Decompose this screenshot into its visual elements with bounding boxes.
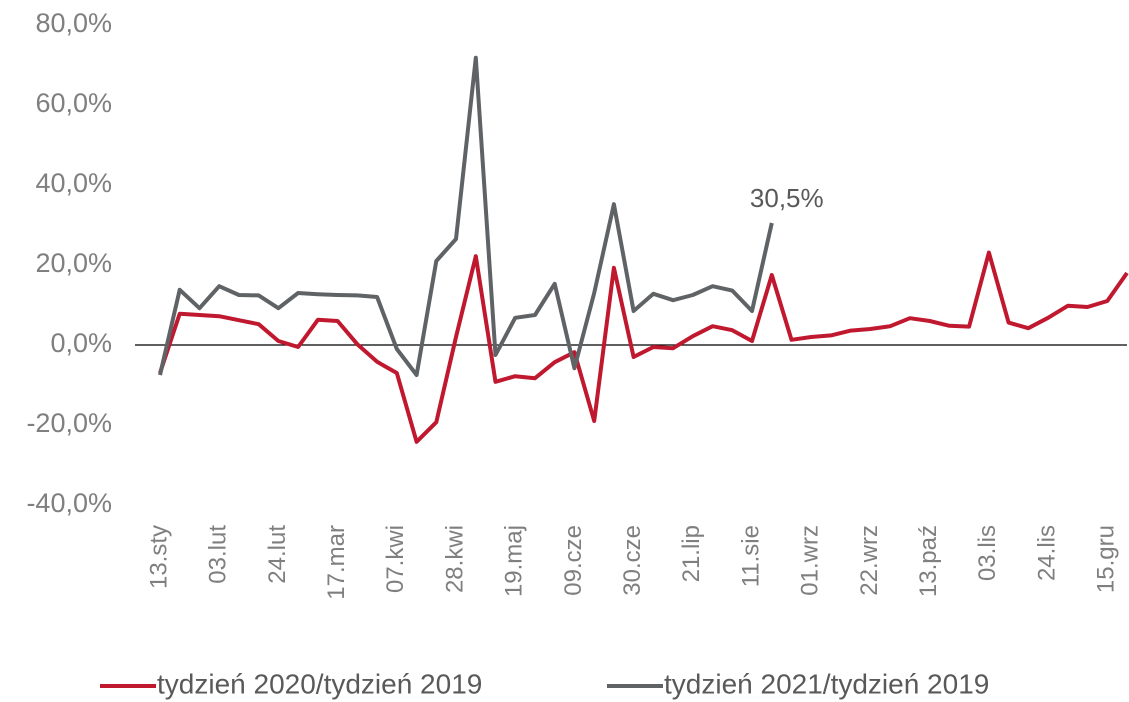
data-label: 30,5% xyxy=(750,183,824,213)
y-tick-label: 60,0% xyxy=(35,88,112,118)
x-tick-label: 28.kwi xyxy=(441,525,468,593)
x-tick-label: 24.lut xyxy=(264,525,291,584)
series-line xyxy=(158,55,774,377)
y-tick-label: 0,0% xyxy=(50,328,112,358)
y-tick-label: -40,0% xyxy=(26,488,112,518)
legend-label: tydzień 2020/tydzień 2019 xyxy=(157,668,482,699)
x-tick-label: 03.lis xyxy=(974,525,1001,581)
y-tick-label: 80,0% xyxy=(35,8,112,38)
series-line xyxy=(158,250,1129,444)
x-tick-label: 13.paź xyxy=(915,525,942,597)
legend-label: tydzień 2021/tydzień 2019 xyxy=(664,668,989,699)
x-tick-label: 15.gru xyxy=(1093,525,1120,593)
y-tick-label: 20,0% xyxy=(35,248,112,278)
x-tick-label: 11.sie xyxy=(737,525,764,587)
x-tick-label: 03.lut xyxy=(205,525,232,584)
x-tick-label: 09.cze xyxy=(560,525,587,596)
x-tick-label: 24.lis xyxy=(1033,525,1060,581)
x-tick-label: 13.sty xyxy=(145,525,172,589)
x-tick-label: 22.wrz xyxy=(856,525,883,596)
x-tick-label: 17.mar xyxy=(323,525,350,600)
y-tick-label: 40,0% xyxy=(35,168,112,198)
y-tick-label: -20,0% xyxy=(26,408,112,438)
x-tick-label: 19.maj xyxy=(501,525,528,597)
x-tick-label: 01.wrz xyxy=(797,525,824,596)
x-tick-label: 30.cze xyxy=(619,525,646,596)
x-tick-label: 21.lip xyxy=(678,525,705,582)
x-tick-label: 07.kwi xyxy=(382,525,409,593)
